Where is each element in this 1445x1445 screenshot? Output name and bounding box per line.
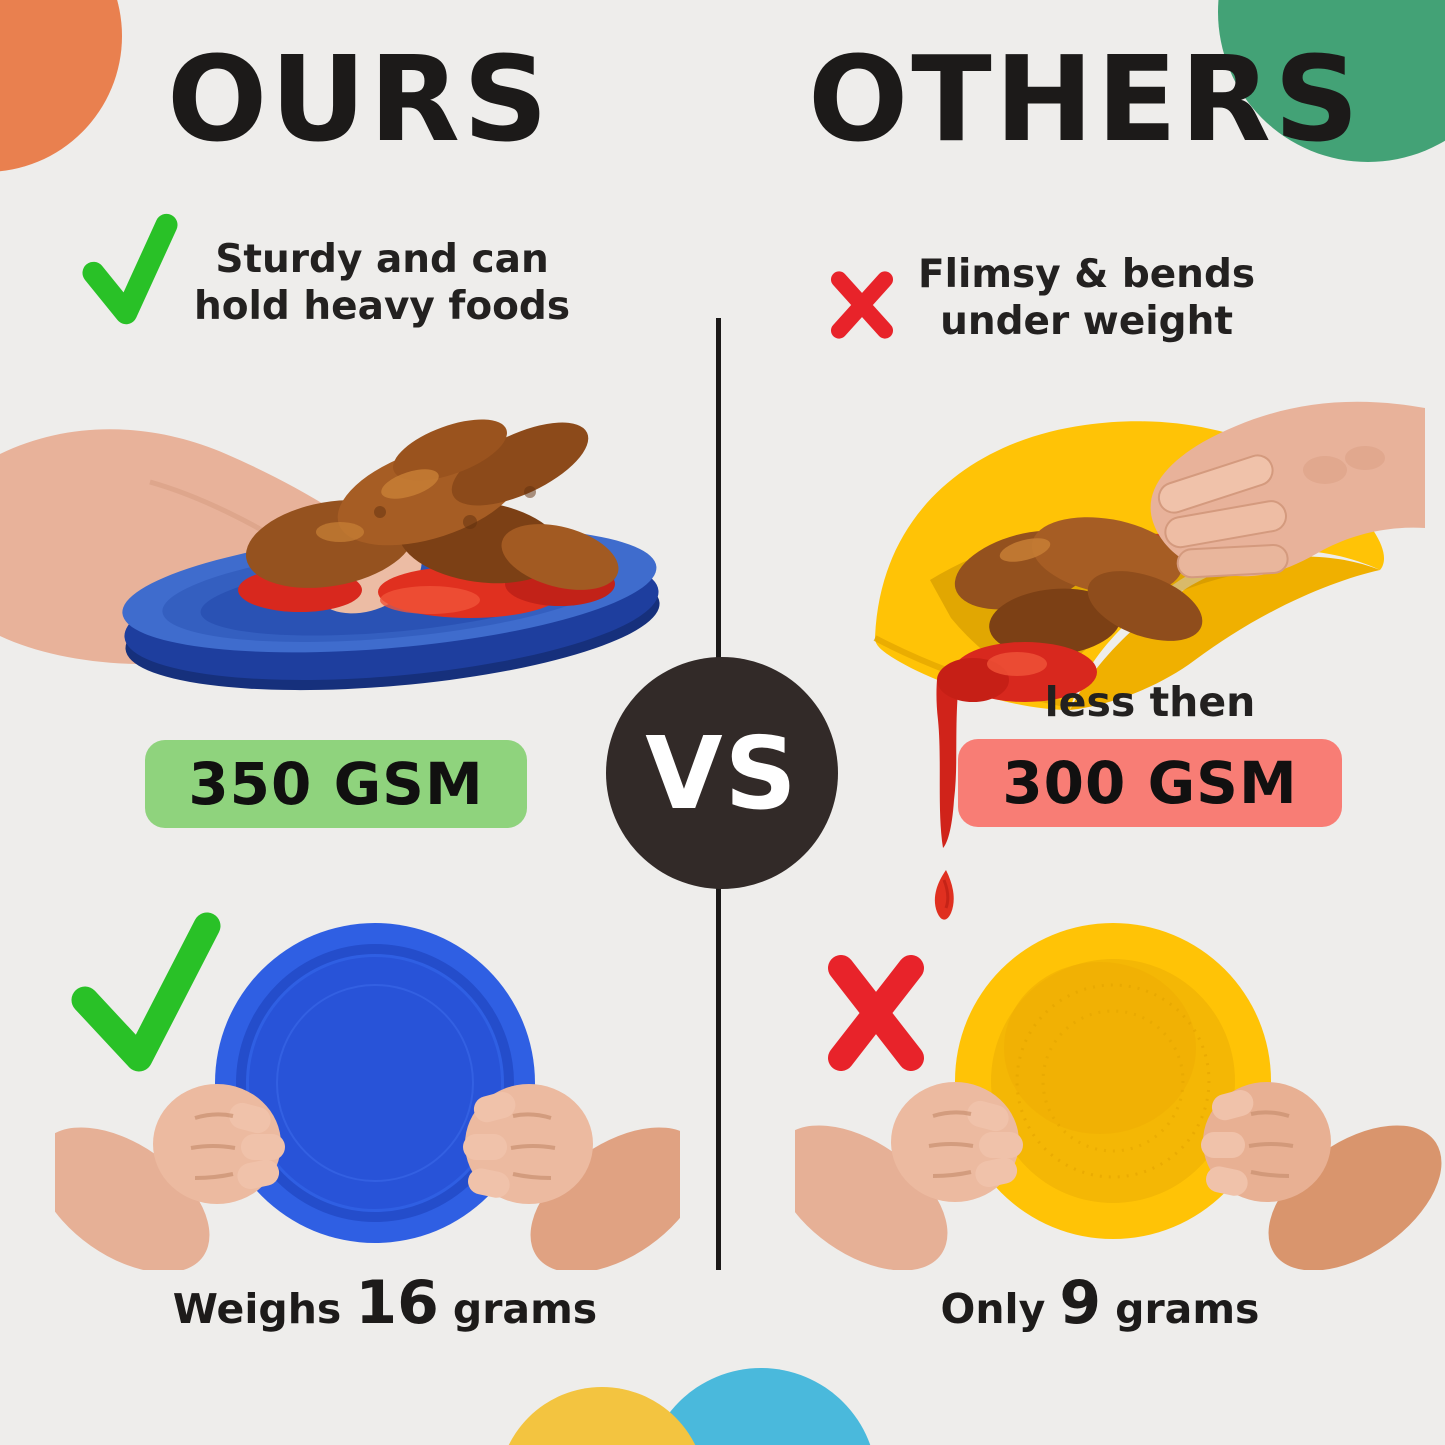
gsm-badge-others: 300 GSM	[958, 739, 1342, 827]
others-heading: OTHERS	[807, 30, 1362, 168]
holding-hands	[795, 1082, 1442, 1270]
vs-badge: VS	[606, 657, 838, 889]
weight-value: 9	[1059, 1268, 1102, 1338]
weight-prefix: Only	[940, 1285, 1046, 1333]
yellow-plate-round	[955, 923, 1271, 1239]
check-icon	[82, 211, 178, 329]
weight-suffix: grams	[452, 1285, 598, 1333]
others-plate-photo	[873, 401, 1425, 920]
others-weight-caption: Only 9 grams	[850, 1268, 1350, 1338]
ours-feature: Sturdy and can hold heavy foods	[82, 203, 570, 331]
weight-suffix: grams	[1115, 1285, 1260, 1333]
x-icon	[828, 266, 896, 344]
food-wings-sliding	[937, 517, 1203, 702]
ketchup-drip	[934, 662, 961, 920]
blue-plate-round	[215, 923, 535, 1243]
gsm-badge-ours: 350 GSM	[145, 740, 527, 828]
decor-circle-bottom-yellow	[498, 1387, 706, 1445]
others-feature-text: Flimsy & bends under weight	[918, 252, 1256, 344]
check-icon	[71, 912, 221, 1072]
ours-weight-caption: Weighs 16 grams	[110, 1268, 660, 1338]
weight-value: 16	[355, 1268, 439, 1338]
ours-heading: OURS	[167, 30, 551, 168]
ours-plate-photo	[0, 419, 660, 691]
ours-plate-bottom-photo	[55, 912, 680, 1270]
ours-feature-text: Sturdy and can hold heavy foods	[194, 237, 571, 329]
hand-right	[1150, 401, 1425, 579]
others-plate-bottom-photo	[795, 923, 1442, 1270]
food-wings	[238, 419, 619, 618]
less-then-label: less then	[1044, 678, 1256, 726]
x-icon	[828, 955, 924, 1071]
others-feature: Flimsy & bends under weight	[828, 250, 1255, 346]
vs-label: VS	[645, 714, 799, 832]
holding-hands	[55, 1084, 680, 1270]
weight-prefix: Weighs	[172, 1285, 342, 1333]
